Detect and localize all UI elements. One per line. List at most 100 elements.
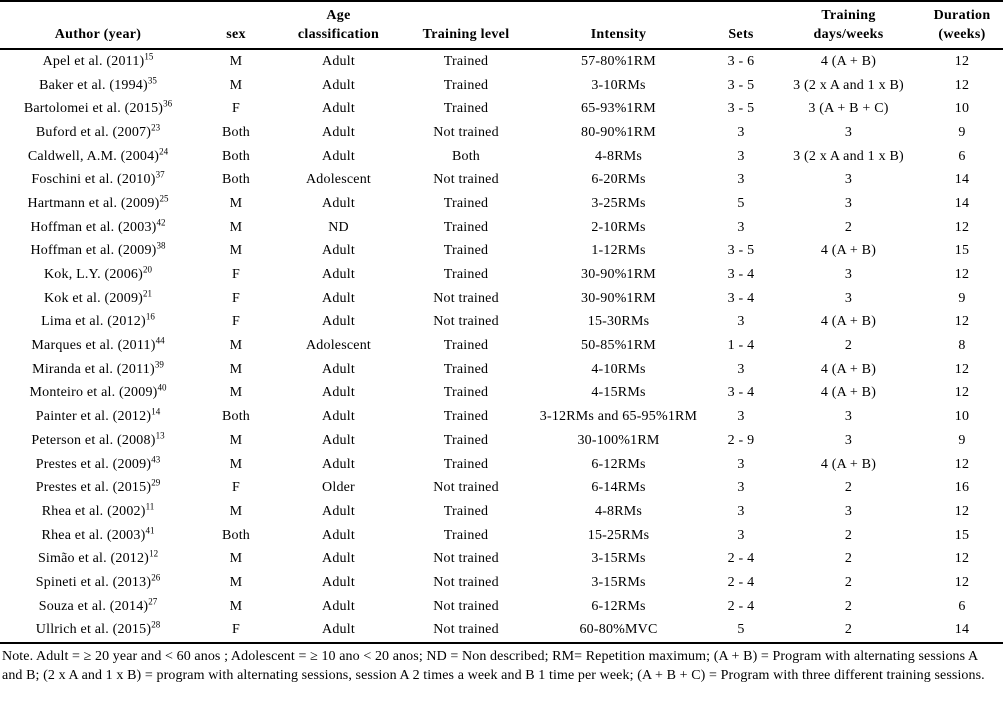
age-cell: Adult [322,432,355,448]
intensity-cell: 50-85%1RM [581,338,656,354]
days-cell: 3 [844,267,853,283]
intensity-cell: 4-10RMs [591,361,646,377]
level-cell: Trained [443,267,489,283]
citation-reference-superscript: 23 [151,122,161,133]
col-header-sets: Sets [706,1,776,50]
col-header-author-year: Author (year) [0,1,196,50]
table-row: Miranda et al. (2011)39 M Adult Trained 4-10… [0,358,1003,382]
sets-cell: 3 [737,503,745,519]
duration-cell: 12 [954,574,970,590]
days-cell: 3 [844,409,853,425]
intensity-cell: 3-12RMs and 65-95%1RM [539,409,698,425]
age-cell: Adult [322,148,355,164]
intensity-cell: 30-90%1RM [581,290,656,306]
sets-cell: 3 - 4 [727,385,755,401]
days-cell: 2 [844,527,853,543]
col-header-training-days-weeks: Training days/weeks [776,1,921,50]
header-row: Author (year) sex Age classification Tra… [0,1,1003,50]
days-cell: 2 [844,480,853,496]
sets-cell: 3 [737,219,745,235]
author-text: Rhea et al. (2003) [41,527,146,543]
days-cell: 4 (A + B) [820,385,877,401]
age-cell: Adult [322,361,355,377]
author-text: Lima et al. (2012) [41,314,146,330]
level-cell: Trained [443,361,489,377]
duration-cell: 6 [958,598,966,614]
duration-cell: 8 [958,338,966,354]
intensity-cell: 3-15RMs [591,551,646,567]
duration-cell: 9 [958,290,966,306]
intensity-cell: 60-80%MVC [579,622,658,638]
citation-reference-superscript: 43 [151,453,161,464]
days-cell: 3 [844,195,853,211]
duration-cell: 10 [954,101,970,117]
duration-cell: 12 [954,456,970,472]
author-text: Kok, L.Y. (2006) [44,267,143,283]
author-cell: Marques et al. (2011)44 [0,334,196,358]
sex-cell: F [232,290,240,306]
sets-cell: 2 - 9 [727,432,755,448]
table-row: Buford et al. (2007)23 Both Adult Not train… [0,121,1003,145]
author-text: Prestes et al. (2015) [35,480,152,496]
days-cell: 3 [844,432,853,448]
sets-cell: 3 - 5 [727,77,755,93]
author-cell: Apel et al. (2011)15 [0,49,196,74]
sets-cell: 3 - 6 [727,53,755,69]
author-text: Caldwell, A.M. (2004) [27,148,160,164]
sets-cell: 3 - 5 [727,101,755,117]
age-cell: Adult [322,243,355,259]
level-cell: Not trained [433,598,499,614]
citation-reference-superscript: 40 [157,382,167,393]
duration-cell: 12 [954,53,970,69]
sex-cell: F [232,480,240,496]
studies-characteristics-table: Author (year) sex Age classification Tra… [0,0,1003,645]
sex-cell: Both [221,527,251,543]
sets-cell: 3 [737,314,745,330]
days-cell: 2 [844,598,853,614]
citation-reference-superscript: 38 [156,240,166,251]
level-cell: Trained [443,456,489,472]
age-cell: Adult [322,527,355,543]
sets-cell: 3 - 5 [727,243,755,259]
intensity-cell: 3-25RMs [591,195,646,211]
sets-cell: 3 [737,480,745,496]
table-row: Peterson et al. (2008)13 M Adult Trained 30-… [0,429,1003,453]
author-text: Apel et al. (2011) [42,53,145,69]
col-header-age-classification: Age classification [276,1,401,50]
age-cell: Adult [322,622,355,638]
intensity-cell: 6-14RMs [591,480,646,496]
intensity-cell: 30-100%1RM [577,432,660,448]
level-cell: Not trained [433,314,499,330]
author-text: Bartolomei et al. (2015) [23,101,164,117]
age-cell: Adult [322,77,355,93]
sex-cell: M [229,574,243,590]
level-cell: Trained [443,101,489,117]
citation-reference-superscript: 25 [159,193,169,204]
age-cell: Adult [322,551,355,567]
duration-cell: 9 [958,432,966,448]
table-row: Hoffman et al. (2003)42 M ND Trained 2-10RMs… [0,216,1003,240]
author-cell: Kok et al. (2009)21 [0,287,196,311]
author-cell: Spineti et al. (2013)26 [0,571,196,595]
author-text: Ullrich et al. (2015) [35,622,152,638]
citation-reference-superscript: 42 [156,217,166,227]
author-cell: Ullrich et al. (2015)28 [0,619,196,644]
author-text: Hartmann et al. (2009) [27,195,160,211]
author-text: Simão et al. (2012) [37,551,150,567]
author-cell: Foschini et al. (2010)37 [0,168,196,192]
days-cell: 4 (A + B) [820,53,877,69]
intensity-cell: 65-93%1RM [581,101,656,117]
table-body: Apel et al. (2011)15 M Adult Trained 57-80%1… [0,49,1003,643]
author-text: Kok et al. (2009) [43,290,144,306]
intensity-cell: 57-80%1RM [581,53,656,69]
sets-cell: 3 [737,361,745,377]
days-cell: 3 [844,124,853,140]
author-cell: Miranda et al. (2011)39 [0,358,196,382]
age-cell: Older [322,480,355,496]
table-row: Ullrich et al. (2015)28 F Adult Not trained… [0,619,1003,644]
intensity-cell: 4-8RMs [594,148,643,164]
sex-cell: M [229,551,243,567]
author-cell: Souza et al. (2014)27 [0,595,196,619]
days-cell: 3 [844,290,853,306]
citation-reference-superscript: 24 [159,145,169,156]
